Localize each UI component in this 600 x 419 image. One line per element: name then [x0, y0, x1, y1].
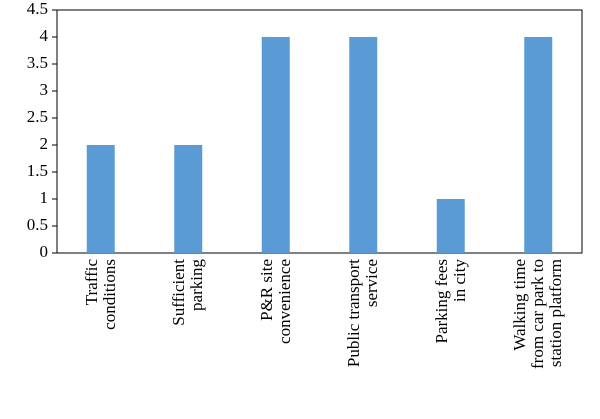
y-tick-label: 4: [40, 26, 49, 45]
plot-frame: [56, 9, 583, 254]
bar: [349, 37, 378, 253]
y-tick-label: 2: [40, 134, 49, 153]
y-tick-label: 0: [40, 242, 49, 261]
x-tick-label: Walking time from car park to station pl…: [510, 259, 566, 369]
bar: [261, 37, 290, 253]
bar: [174, 145, 203, 253]
x-tick-label: Sufficient parking: [169, 259, 207, 326]
bar: [436, 199, 465, 253]
y-tick-label: 2.5: [27, 107, 48, 126]
x-tick-label: Traffic conditions: [81, 259, 119, 330]
y-tick-label: 3: [40, 80, 49, 99]
y-tick-label: 1.5: [27, 161, 48, 180]
y-tick-label: 0.5: [27, 215, 48, 234]
bar: [86, 145, 115, 253]
x-tick-label: P&R site convenience: [256, 259, 294, 344]
y-tick-label: 1: [40, 188, 49, 207]
y-tick-label: 3.5: [27, 53, 48, 72]
x-tick-label: Parking fees in city: [431, 259, 469, 344]
bar: [524, 37, 553, 253]
x-tick-label: Public transport service: [344, 259, 382, 368]
y-tick-label: 4.5: [27, 0, 48, 18]
